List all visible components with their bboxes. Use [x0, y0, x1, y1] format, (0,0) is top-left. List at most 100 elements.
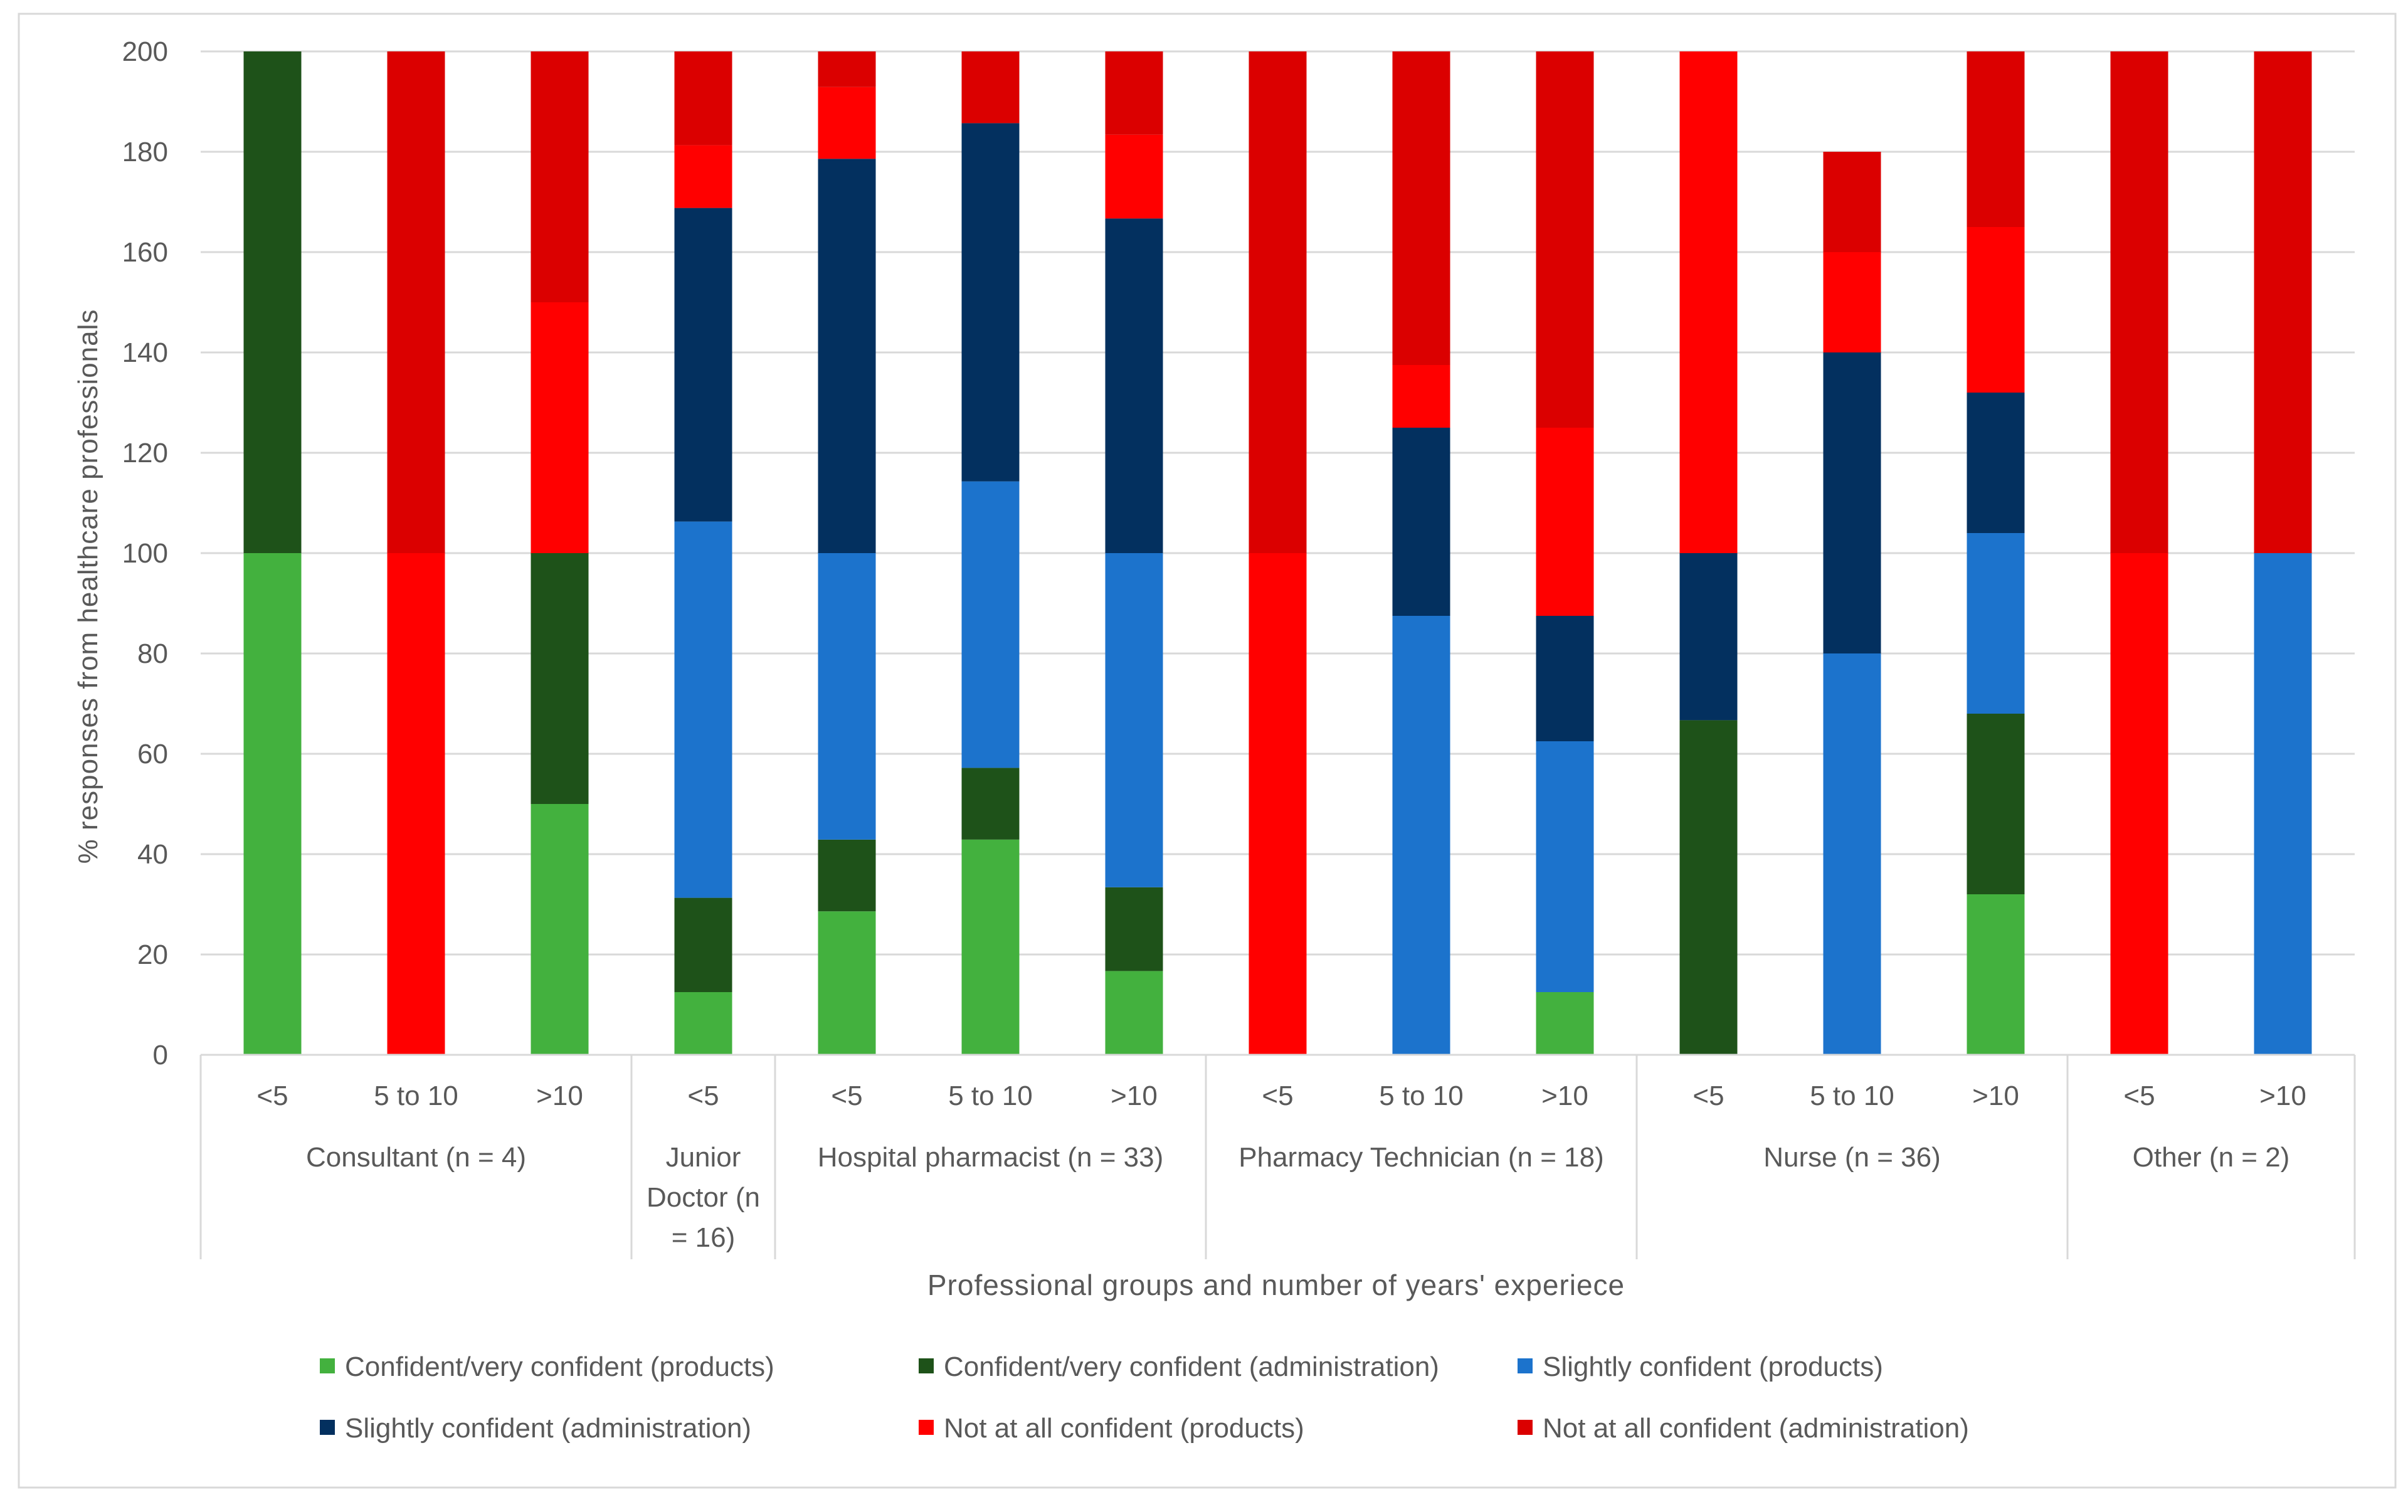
y-tick-label: 100: [122, 538, 168, 569]
x-tick-label: >10: [536, 1081, 583, 1111]
bar-segment: [2254, 51, 2312, 553]
bar-segment: [387, 51, 445, 553]
bar-segment: [1392, 51, 1450, 365]
bar-segment: [531, 51, 589, 302]
chart-frame: [18, 13, 2397, 1489]
x-tick-label: 5 to 10: [374, 1081, 458, 1111]
bar-segment: [961, 481, 1020, 768]
bar-segment: [961, 839, 1020, 1055]
bar-segment: [1536, 51, 1594, 428]
bar-segment: [1105, 218, 1163, 553]
y-tick-labels: 0 20 40 60 80 100 120 140 160 180 200: [122, 36, 168, 1071]
bar-segment: [387, 553, 445, 1055]
bar-segment: [1392, 616, 1450, 1055]
bar-segment: [1105, 51, 1163, 135]
x-tick-label: <5: [831, 1081, 862, 1111]
bar-segment: [2254, 553, 2312, 1055]
bar-segment: [1249, 553, 1307, 1055]
bar-segment: [818, 839, 876, 912]
bar-segment: [2110, 553, 2168, 1055]
group-label: Consultant (n = 4): [306, 1142, 526, 1173]
legend: Confident/very confident (products) Confi…: [320, 1351, 1969, 1444]
legend-swatch: [1518, 1420, 1533, 1435]
group-label: = 16): [672, 1222, 736, 1253]
x-tick-label: >10: [2259, 1081, 2306, 1111]
bar-segment: [818, 51, 876, 87]
legend-label: Not at all confident (products): [944, 1413, 1304, 1444]
bar-segment: [1536, 428, 1594, 616]
bar-segment: [818, 87, 876, 159]
bar-segment: [243, 553, 302, 1055]
group-label: Hospital pharmacist (n = 33): [818, 1142, 1163, 1173]
group-label: Junior: [666, 1142, 741, 1173]
y-tick-label: 80: [137, 638, 168, 669]
bar-segment: [531, 804, 589, 1055]
group-label: Nurse (n = 36): [1763, 1142, 1940, 1173]
x-tick-label: 5 to 10: [1379, 1081, 1464, 1111]
bar-segment: [1392, 365, 1450, 428]
bar-segment: [1105, 553, 1163, 887]
x-tick-label: >10: [1111, 1081, 1158, 1111]
y-tick-label: 140: [122, 337, 168, 368]
legend-label: Not at all confident (administration): [1543, 1413, 1969, 1444]
bar-segment: [1536, 992, 1594, 1055]
bar-segment: [1823, 352, 1881, 653]
bar-segment: [1105, 971, 1163, 1055]
y-tick-label: 0: [153, 1040, 168, 1071]
bar-segment: [243, 51, 302, 553]
x-axis-label: Professional groups and number of years'…: [927, 1269, 1625, 1301]
bar-segment: [1105, 887, 1163, 971]
bar-segment: [1823, 252, 1881, 352]
bar-segment: [674, 897, 732, 992]
legend-swatch: [919, 1420, 934, 1435]
legend-label: Slightly confident (administration): [345, 1413, 751, 1444]
bar-segment: [674, 521, 732, 898]
bar-segment: [1967, 894, 2025, 1055]
x-axis: <5 5 to 10 >10 <5 <5 5 to 10 >10 <5 5 to 10 >10 <5…: [199, 1054, 2356, 1259]
bars: [243, 51, 2312, 1055]
bar-segment: [1967, 533, 2025, 714]
y-axis-label: % responses from healthcare professional…: [73, 309, 103, 864]
y-tick-label: 160: [122, 237, 168, 268]
bar-segment: [1823, 152, 1881, 252]
legend-label: Confident/very confident (administration…: [944, 1351, 1439, 1382]
y-tick-label: 20: [137, 939, 168, 970]
bar-segment: [1536, 741, 1594, 992]
bar-segment: [674, 145, 732, 208]
x-tick-label: <5: [2123, 1081, 2155, 1111]
x-tick-label: <5: [1262, 1081, 1293, 1111]
y-tick-label: 200: [122, 36, 168, 67]
y-tick-label: 60: [137, 739, 168, 769]
bar-segment: [1967, 393, 2025, 533]
x-tick-label: 5 to 10: [1810, 1081, 1894, 1111]
x-tick-label: >10: [1972, 1081, 2019, 1111]
x-tick-label: 5 to 10: [948, 1081, 1033, 1111]
bar-segment: [1105, 134, 1163, 219]
bar-segment: [1679, 51, 1738, 553]
bar-segment: [1249, 51, 1307, 553]
legend-swatch: [919, 1358, 934, 1373]
x-tick-label: <5: [1692, 1081, 1724, 1111]
bar-segment: [818, 553, 876, 840]
x-tick-label: <5: [256, 1081, 288, 1111]
y-tick-label: 180: [122, 137, 168, 167]
group-label: Other (n = 2): [2133, 1142, 2290, 1173]
x-tick-label: >10: [1541, 1081, 1588, 1111]
bar-segment: [674, 992, 732, 1055]
bar-segment: [531, 302, 589, 553]
bar-segment: [818, 911, 876, 1055]
bar-segment: [961, 768, 1020, 840]
legend-label: Confident/very confident (products): [345, 1351, 774, 1382]
y-tick-label: 120: [122, 438, 168, 468]
bar-segment: [674, 208, 732, 522]
bar-segment: [2110, 51, 2168, 553]
bar-segment: [961, 123, 1020, 482]
bar-segment: [961, 51, 1020, 124]
legend-swatch: [320, 1420, 335, 1435]
bar-segment: [818, 159, 876, 553]
bar-segment: [1967, 714, 2025, 894]
bar-segment: [1967, 51, 2025, 227]
bar-segment: [1536, 616, 1594, 741]
group-label: Doctor (n: [647, 1182, 760, 1213]
bar-segment: [674, 51, 732, 145]
